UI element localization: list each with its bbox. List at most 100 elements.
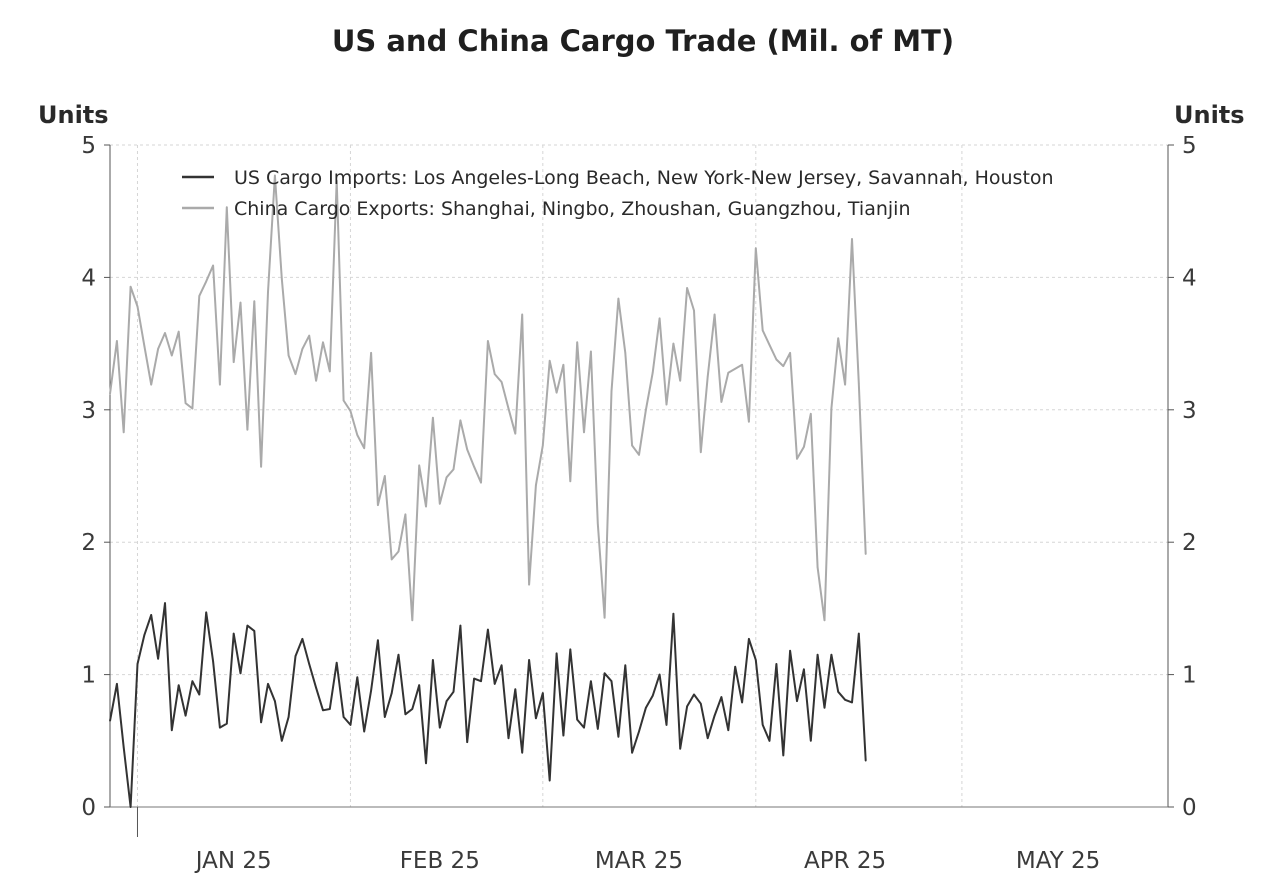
data-point <box>679 747 681 750</box>
data-point <box>775 358 778 361</box>
y-axis-label-right: Units <box>1174 101 1245 129</box>
data-point <box>370 689 372 692</box>
y-tick-label-left: 5 <box>81 133 96 159</box>
data-point <box>342 399 345 402</box>
data-point <box>205 611 207 614</box>
data-point <box>411 708 414 710</box>
data-point <box>638 454 640 456</box>
data-point <box>816 566 819 569</box>
data-point <box>638 730 640 733</box>
data-point <box>851 701 853 704</box>
data-point <box>377 504 379 506</box>
data-point <box>569 648 572 651</box>
data-point <box>150 614 152 616</box>
axis-layer: 0 0 1 1 2 2 3 3 4 4 5 5 JAN 25 FEB 25 MAR 25 APR 25 MAY … <box>81 133 1196 874</box>
data-point <box>768 740 771 742</box>
data-point <box>267 683 269 685</box>
data-point <box>755 247 757 250</box>
data-point <box>473 465 475 468</box>
data-point <box>184 714 187 717</box>
grid-layer <box>110 144 1168 808</box>
data-point <box>473 677 475 680</box>
data-point <box>301 348 304 350</box>
data-point <box>713 714 716 717</box>
data-point <box>858 382 860 385</box>
data-point <box>191 407 194 410</box>
data-point <box>624 352 627 354</box>
data-point <box>603 672 606 675</box>
data-point <box>136 663 139 665</box>
data-point <box>157 657 159 660</box>
data-point <box>583 431 585 434</box>
data-point <box>439 726 441 729</box>
data-point <box>830 653 833 656</box>
data-point <box>329 708 331 710</box>
data-point <box>514 432 517 435</box>
y-tick-label-left: 0 <box>81 795 96 821</box>
data-point <box>308 663 311 665</box>
x-tick-label: APR 25 <box>804 848 886 874</box>
data-point <box>342 716 345 718</box>
data-point <box>720 696 723 698</box>
data-point <box>287 716 290 718</box>
data-point <box>267 291 269 293</box>
data-point <box>796 700 798 702</box>
data-point <box>411 619 414 622</box>
data-point <box>672 612 675 615</box>
data-point <box>322 709 324 712</box>
data-point <box>253 300 256 303</box>
data-point <box>122 746 125 749</box>
data-point <box>445 700 448 702</box>
data-point <box>700 451 702 454</box>
series-layer <box>109 174 867 808</box>
data-point <box>390 692 393 694</box>
x-tick-label: MAY 25 <box>1016 848 1100 874</box>
data-point <box>610 390 613 393</box>
data-point <box>184 402 187 405</box>
data-point <box>219 383 221 386</box>
y-tick-label-left: 2 <box>81 530 96 556</box>
data-point <box>569 480 572 483</box>
data-point <box>576 341 578 344</box>
data-point <box>576 718 578 721</box>
data-point <box>157 348 159 350</box>
data-point <box>665 403 668 406</box>
data-point <box>810 413 812 415</box>
data-point <box>837 337 839 340</box>
data-point <box>548 779 551 782</box>
data-point <box>803 446 805 448</box>
data-point <box>301 638 304 640</box>
data-point <box>493 683 496 685</box>
data-point <box>542 444 544 447</box>
data-point <box>823 706 826 709</box>
y-tick-label-right: 5 <box>1182 133 1197 159</box>
data-point <box>706 375 709 378</box>
data-point <box>672 342 675 345</box>
y-tick-label-left: 1 <box>81 663 96 689</box>
data-point <box>384 475 386 477</box>
data-point <box>823 619 826 622</box>
data-point <box>803 668 805 671</box>
data-point <box>129 806 132 808</box>
data-point <box>212 660 214 663</box>
data-point <box>260 721 262 724</box>
data-point <box>177 330 180 333</box>
data-point <box>122 431 125 434</box>
x-tick-label: JAN 25 <box>194 848 272 874</box>
data-point <box>645 706 647 709</box>
data-point <box>700 702 702 705</box>
data-point <box>597 522 599 525</box>
data-point <box>720 401 723 403</box>
x-tick-label: FEB 25 <box>400 848 480 874</box>
data-point <box>665 724 668 726</box>
data-point <box>864 759 867 762</box>
data-point <box>246 428 249 431</box>
data-point <box>445 476 448 479</box>
data-point <box>535 717 537 720</box>
data-point <box>693 309 695 312</box>
data-point <box>590 350 592 353</box>
data-point <box>734 665 736 668</box>
data-point <box>459 624 462 627</box>
data-point <box>253 630 256 632</box>
